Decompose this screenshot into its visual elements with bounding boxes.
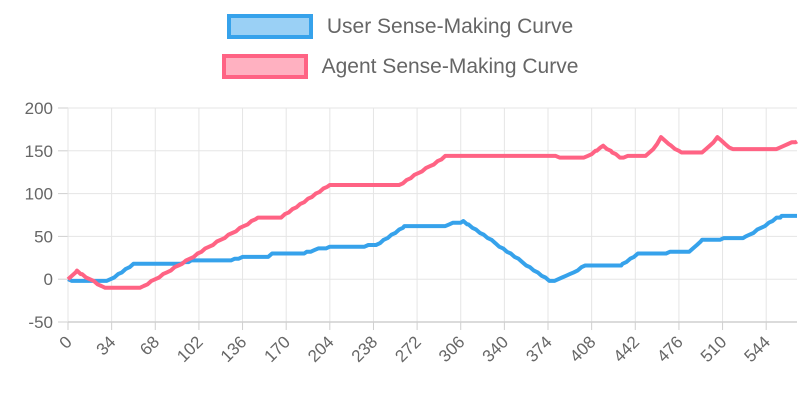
x-tick-label: 170	[261, 332, 294, 365]
x-tick-label: 374	[522, 332, 555, 365]
legend-swatch-agent	[221, 54, 308, 79]
grid-lines	[58, 107, 797, 330]
x-tick-label: 102	[173, 332, 206, 365]
series-line-agent	[66, 135, 799, 290]
series-line-user	[67, 213, 797, 283]
x-tick-label: 34	[93, 332, 120, 359]
x-tick-label: 238	[348, 332, 381, 365]
legend-item-user-curve[interactable]: User Sense-Making Curve	[226, 14, 574, 39]
x-tick-label: 204	[304, 332, 337, 365]
chart-legend: User Sense-Making Curve Agent Sense-Maki…	[0, 14, 800, 79]
legend-label-user: User Sense-Making Curve	[326, 15, 574, 38]
x-tick-label: 544	[741, 332, 774, 365]
legend-label-agent: Agent Sense-Making Curve	[321, 55, 579, 78]
x-axis-tick-labels: 0 34 68 102 136 170 204 238 272 306 340 374 408 442 47…	[56, 332, 774, 365]
y-tick-label: 50	[34, 227, 53, 246]
x-tick-label: 272	[391, 332, 424, 365]
y-tick-label: 200	[25, 99, 53, 118]
y-axis-tick-labels: 200 150 100 50 0 -50	[25, 99, 53, 332]
x-tick-label: 340	[479, 332, 512, 365]
x-tick-label: 306	[435, 332, 468, 365]
x-tick-label: 68	[136, 332, 163, 359]
x-tick-label: 476	[653, 332, 686, 365]
y-tick-label: 0	[44, 270, 53, 289]
legend-item-agent-curve[interactable]: Agent Sense-Making Curve	[221, 54, 579, 79]
y-tick-label: -50	[28, 313, 53, 332]
x-tick-label: 510	[697, 332, 730, 365]
x-tick-label: 136	[217, 332, 250, 365]
x-tick-label: 0	[56, 332, 76, 352]
x-tick-label: 442	[610, 332, 643, 365]
x-tick-label: 408	[566, 332, 599, 365]
y-tick-label: 150	[25, 142, 53, 161]
y-tick-label: 100	[25, 185, 53, 204]
legend-swatch-user	[226, 14, 313, 39]
